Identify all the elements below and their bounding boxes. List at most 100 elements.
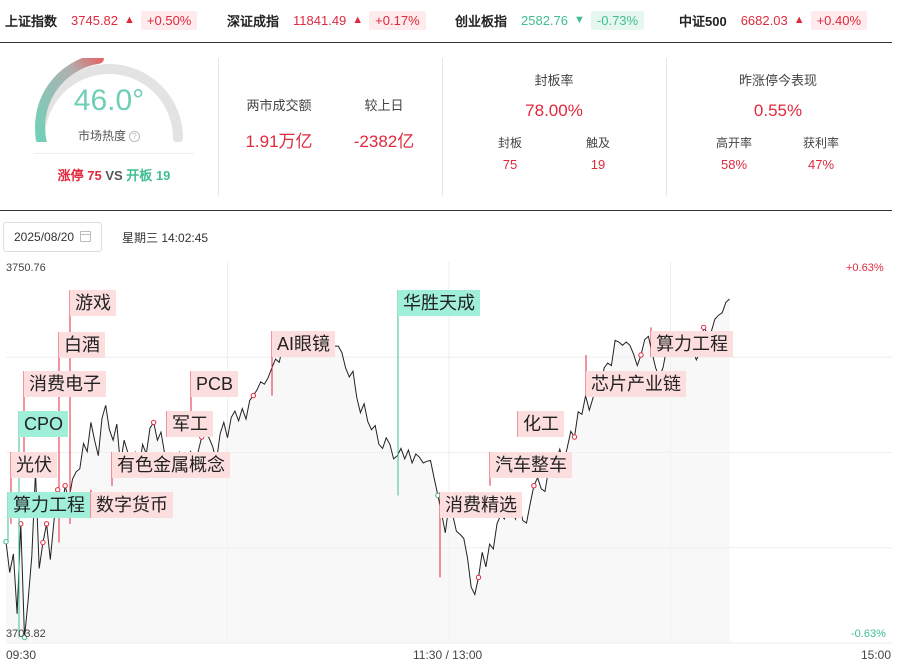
open-label: 开板 — [126, 168, 153, 183]
index-price: 3745.82 — [71, 12, 119, 28]
x-start-label: 09:30 — [6, 648, 37, 662]
annotation-point — [571, 434, 578, 440]
x-end-label: 15:00 — [861, 648, 892, 662]
annotation-tag[interactable]: 化工 — [518, 411, 564, 437]
profit-label: 获利率 — [802, 136, 839, 150]
x-mid-label: 11:30 / 13:00 — [413, 648, 483, 662]
divider — [0, 42, 892, 43]
touched-value: 19 — [590, 157, 606, 172]
turnover-label: 两市成交额 — [246, 98, 312, 113]
annotation-point — [40, 539, 46, 546]
index-name: 创业板指 — [455, 13, 508, 29]
annotation-point — [199, 434, 205, 440]
index-name: 中证500 — [679, 13, 727, 29]
annotation-tag[interactable]: 白酒 — [59, 332, 105, 358]
yesterday-perf: 0.55% — [753, 101, 803, 120]
gauge-fill — [35, 58, 104, 142]
divider — [442, 58, 443, 196]
index-item-csi500[interactable]: 中证500 6682.03 ▲ +0.40% — [679, 10, 868, 30]
divider — [34, 153, 194, 154]
annotation-point — [531, 483, 537, 489]
annotation-point — [55, 487, 61, 493]
weekday-time: 星期三 14:02:45 — [122, 231, 209, 245]
turnover-compare-label: 较上日 — [364, 98, 404, 113]
annotation-tag[interactable]: 消费精选 — [440, 492, 522, 518]
yesterday-title: 昨涨停今表现 — [738, 73, 817, 88]
annotation-point — [475, 574, 482, 581]
index-change: +0.50% — [140, 10, 198, 30]
annotation-point — [43, 521, 50, 527]
high-open-label: 高开率 — [715, 136, 752, 150]
index-change: +0.17% — [369, 10, 426, 30]
calendar-icon[interactable] — [80, 231, 91, 242]
open-count: 19 — [155, 168, 171, 183]
up-arrow-icon: ▲ — [352, 14, 364, 26]
turnover-value: 1.91万亿 — [245, 132, 313, 151]
divider — [666, 58, 667, 196]
annotation-point — [3, 539, 9, 545]
annotation-tag[interactable]: 算力工程 — [8, 492, 90, 518]
sealed-label: 封板 — [497, 136, 522, 150]
up-arrow-icon: ▲ — [124, 14, 135, 26]
heat-label: 市场热度? — [58, 127, 160, 144]
index-price: 2582.76 — [521, 12, 569, 28]
up-arrow-icon: ▲ — [793, 14, 805, 26]
pct-bottom-label: -0.63% — [851, 628, 886, 640]
date-value: 2025/08/20 — [14, 230, 75, 244]
index-name: 深证成指 — [227, 13, 280, 29]
y-top-label: 3750.76 — [6, 262, 46, 274]
index-change: -0.73% — [590, 10, 645, 30]
annotation-point — [701, 324, 707, 331]
annotation-point — [32, 469, 39, 475]
annotation-tag[interactable]: 华胜天成 — [398, 290, 480, 316]
sealed-value: 75 — [502, 157, 518, 172]
annotation-tag[interactable]: 游戏 — [70, 290, 116, 316]
annotation-point — [18, 521, 24, 527]
annotation-point — [151, 419, 157, 426]
annotation-tag[interactable]: 数字货币 — [91, 492, 173, 518]
annotation-tag[interactable]: 汽车整车 — [490, 452, 572, 478]
high-open-value: 58% — [720, 157, 748, 172]
index-change: +0.40% — [810, 10, 868, 30]
annotation-point — [62, 483, 68, 489]
price-line — [5, 298, 730, 638]
annotation-point — [250, 392, 257, 399]
seal-title: 封板率 — [534, 73, 574, 88]
limit-summary: 涨停 75 VS 开板 19 — [34, 165, 194, 184]
annotation-tag[interactable]: 有色金属概念 — [112, 452, 230, 478]
index-item-shenzhen[interactable]: 深证成指 11841.49 ▲ +0.17% — [227, 10, 426, 30]
date-picker[interactable]: 2025/08/20 — [3, 222, 102, 252]
limit-up-label: 涨停 — [57, 168, 84, 183]
y-bottom-label: 3703.82 — [6, 628, 46, 640]
index-item-chinext[interactable]: 创业板指 2582.76 ▼ -0.73% — [455, 10, 645, 30]
index-item-shanghai[interactable]: 上证指数 3745.82 ▲ +0.50% — [5, 10, 198, 30]
turnover-compare-value: -2382亿 — [353, 132, 415, 151]
annotation-tag[interactable]: 军工 — [167, 411, 213, 437]
annotation-tag[interactable]: 算力工程 — [651, 331, 733, 357]
index-price: 6682.03 — [740, 12, 788, 28]
divider — [0, 210, 892, 211]
index-bar: 上证指数 3745.82 ▲ +0.50% 深证成指 11841.49 ▲ +0… — [0, 0, 903, 40]
price-area — [6, 299, 730, 643]
annotation-tag[interactable]: PCB — [191, 371, 239, 397]
divider — [218, 58, 219, 196]
annotation-point — [435, 492, 441, 499]
annotation-tag[interactable]: 光伏 — [11, 452, 57, 478]
heat-gauge — [35, 58, 183, 142]
index-price: 11841.49 — [293, 12, 347, 28]
annotation-point — [638, 352, 644, 358]
annotation-tag[interactable]: AI眼镜 — [272, 331, 336, 357]
profit-value: 47% — [807, 157, 835, 172]
index-name: 上证指数 — [5, 13, 58, 29]
seal-rate: 78.00% — [525, 101, 583, 120]
limit-up-count: 75 — [87, 168, 102, 183]
annotation-tag[interactable]: 消费电子 — [24, 371, 106, 397]
annotation-tag[interactable]: 芯片产业链 — [586, 371, 686, 397]
heat-label-text: 市场热度 — [77, 129, 126, 143]
pct-top-label: +0.63% — [846, 262, 884, 274]
annotation-tag[interactable]: CPO — [19, 411, 69, 437]
help-icon[interactable]: ? — [129, 131, 140, 143]
heat-value: 46.0° — [73, 84, 145, 117]
vs-text: VS — [105, 168, 123, 183]
touched-label: 触及 — [585, 136, 610, 150]
